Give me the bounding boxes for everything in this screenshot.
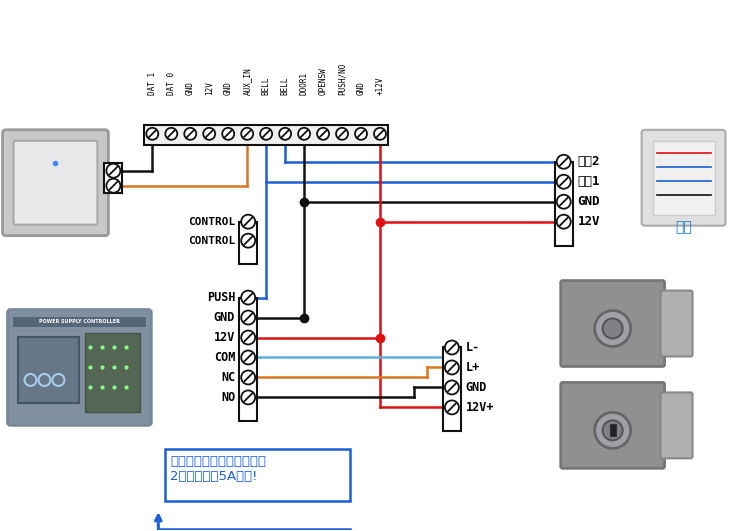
Circle shape	[298, 128, 310, 140]
Bar	[239, 297, 257, 422]
Text: 12V: 12V	[214, 331, 235, 344]
Text: L-: L-	[466, 341, 480, 354]
Text: DAT 1: DAT 1	[148, 72, 157, 95]
Bar	[652, 141, 714, 215]
Text: +12V: +12V	[375, 76, 384, 95]
Circle shape	[595, 413, 631, 448]
Text: CONTROL: CONTROL	[188, 217, 235, 227]
Text: 信号2: 信号2	[577, 155, 600, 168]
FancyBboxPatch shape	[660, 392, 693, 458]
Circle shape	[445, 361, 459, 374]
Text: GND: GND	[224, 81, 233, 95]
Circle shape	[147, 128, 159, 140]
Circle shape	[445, 400, 459, 414]
FancyBboxPatch shape	[13, 141, 97, 225]
Circle shape	[241, 371, 255, 384]
Text: CONTROL: CONTROL	[188, 236, 235, 246]
Text: 信号1: 信号1	[577, 175, 600, 188]
Text: GND: GND	[214, 311, 235, 324]
Circle shape	[106, 179, 120, 193]
Circle shape	[557, 155, 571, 169]
Circle shape	[355, 128, 367, 140]
Circle shape	[165, 128, 177, 140]
Text: PUSH/NO: PUSH/NO	[337, 63, 346, 95]
Bar	[555, 162, 573, 246]
Circle shape	[241, 350, 255, 364]
Circle shape	[445, 380, 459, 395]
Bar	[144, 125, 388, 145]
Text: GND: GND	[186, 81, 194, 95]
Text: DAT 0: DAT 0	[167, 72, 176, 95]
Text: DOOR1: DOOR1	[300, 72, 309, 95]
FancyBboxPatch shape	[642, 130, 726, 226]
Text: COM: COM	[214, 351, 235, 364]
Text: GND: GND	[577, 195, 600, 208]
Text: 为了保证长期稳定运行，接
2把锁请使用5A电源!: 为了保证长期稳定运行，接 2把锁请使用5A电源!	[171, 456, 266, 483]
Circle shape	[241, 311, 255, 324]
Circle shape	[595, 311, 631, 347]
Text: BELL: BELL	[280, 76, 289, 95]
Circle shape	[317, 128, 329, 140]
Bar	[105, 163, 123, 193]
Circle shape	[241, 128, 253, 140]
Text: 12V+: 12V+	[466, 401, 494, 414]
Circle shape	[184, 128, 196, 140]
Bar	[13, 316, 147, 327]
Bar	[85, 332, 141, 413]
Bar	[239, 221, 257, 263]
Text: GND: GND	[466, 381, 487, 394]
Text: NO: NO	[221, 391, 235, 404]
Circle shape	[260, 128, 272, 140]
Circle shape	[445, 340, 459, 355]
Text: AUX_IN: AUX_IN	[242, 67, 251, 95]
Circle shape	[241, 234, 255, 247]
Circle shape	[241, 390, 255, 405]
FancyBboxPatch shape	[7, 310, 151, 425]
Text: POWER SUPPLY CONTROLLER: POWER SUPPLY CONTROLLER	[39, 319, 120, 324]
FancyBboxPatch shape	[17, 337, 79, 404]
Text: OPENSW: OPENSW	[319, 67, 328, 95]
Text: NC: NC	[221, 371, 235, 384]
Circle shape	[374, 128, 386, 140]
Text: BELL: BELL	[262, 76, 271, 95]
Circle shape	[336, 128, 348, 140]
Circle shape	[222, 128, 234, 140]
FancyBboxPatch shape	[561, 280, 664, 366]
Text: L+: L+	[466, 361, 480, 374]
Circle shape	[241, 215, 255, 229]
Text: GND: GND	[357, 81, 366, 95]
Circle shape	[557, 215, 571, 229]
Bar	[610, 424, 616, 436]
Text: 12V: 12V	[577, 215, 600, 228]
Text: PUSH: PUSH	[206, 291, 235, 304]
Text: 门铃: 门铃	[675, 221, 692, 235]
Circle shape	[241, 290, 255, 305]
Bar	[443, 347, 461, 431]
Bar	[165, 449, 350, 501]
FancyBboxPatch shape	[561, 382, 664, 468]
Circle shape	[557, 175, 571, 189]
Circle shape	[603, 319, 622, 338]
FancyBboxPatch shape	[660, 290, 693, 356]
FancyBboxPatch shape	[2, 130, 108, 236]
Circle shape	[279, 128, 291, 140]
Circle shape	[203, 128, 215, 140]
Circle shape	[557, 195, 571, 209]
Circle shape	[241, 330, 255, 345]
Circle shape	[106, 164, 120, 178]
Text: 12V: 12V	[205, 81, 214, 95]
Circle shape	[603, 421, 622, 440]
